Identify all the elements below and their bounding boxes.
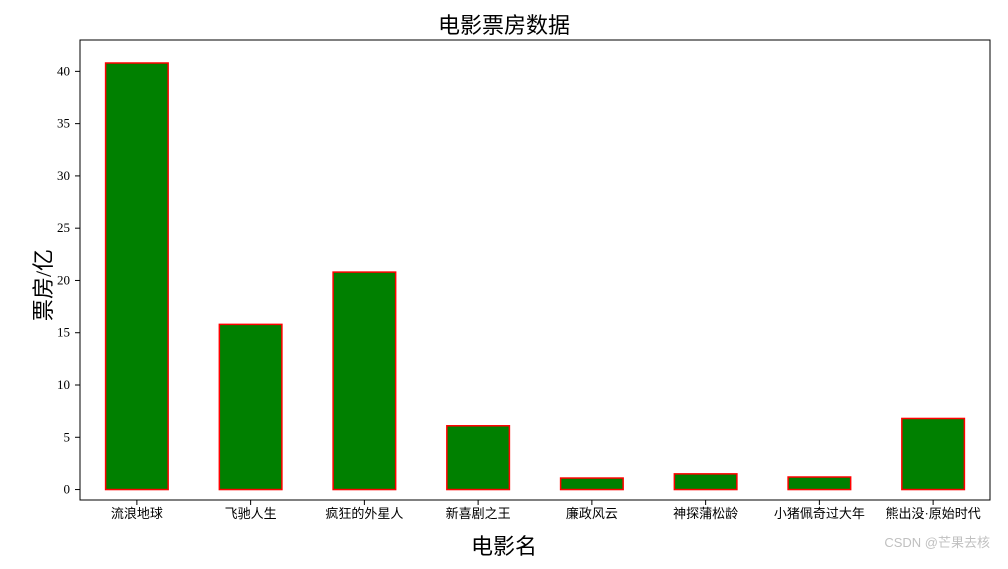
y-tick-label: 15 [57,325,70,340]
y-tick-label: 25 [57,220,70,235]
x-tick-label: 廉政风云 [566,506,618,521]
chart-container: 电影票房数据 票房/亿 电影名 0510152025303540流浪地球飞驰人生… [0,0,1008,569]
bar [674,474,737,490]
x-tick-label: 疯狂的外星人 [325,506,403,521]
y-tick-label: 35 [57,116,70,131]
bar [788,477,851,490]
plot-area: 0510152025303540流浪地球飞驰人生疯狂的外星人新喜剧之王廉政风云神… [80,40,990,500]
y-tick-label: 5 [64,429,71,444]
x-tick-label: 飞驰人生 [225,506,277,521]
x-axis-label: 电影名 [0,529,1008,561]
axis-box [80,40,990,500]
bar [902,418,965,489]
chart-title: 电影票房数据 [0,8,1008,40]
bar [333,272,396,489]
bar [106,63,169,490]
bar [219,324,282,489]
y-tick-label: 0 [64,482,71,497]
x-tick-label: 神探蒲松龄 [673,506,738,521]
y-tick-label: 40 [57,63,70,78]
watermark: CSDN @芒果去核 [884,532,990,551]
x-tick-label: 流浪地球 [111,506,163,521]
y-tick-label: 20 [57,272,70,287]
x-tick-label: 小猪佩奇过大年 [774,506,865,521]
x-tick-label: 熊出没·原始时代 [885,506,980,521]
y-axis-label: 票房/亿 [26,248,58,320]
x-tick-label: 新喜剧之王 [446,506,511,521]
bar [561,478,624,490]
y-tick-label: 30 [57,168,70,183]
bar [447,426,510,490]
y-tick-label: 10 [57,377,70,392]
